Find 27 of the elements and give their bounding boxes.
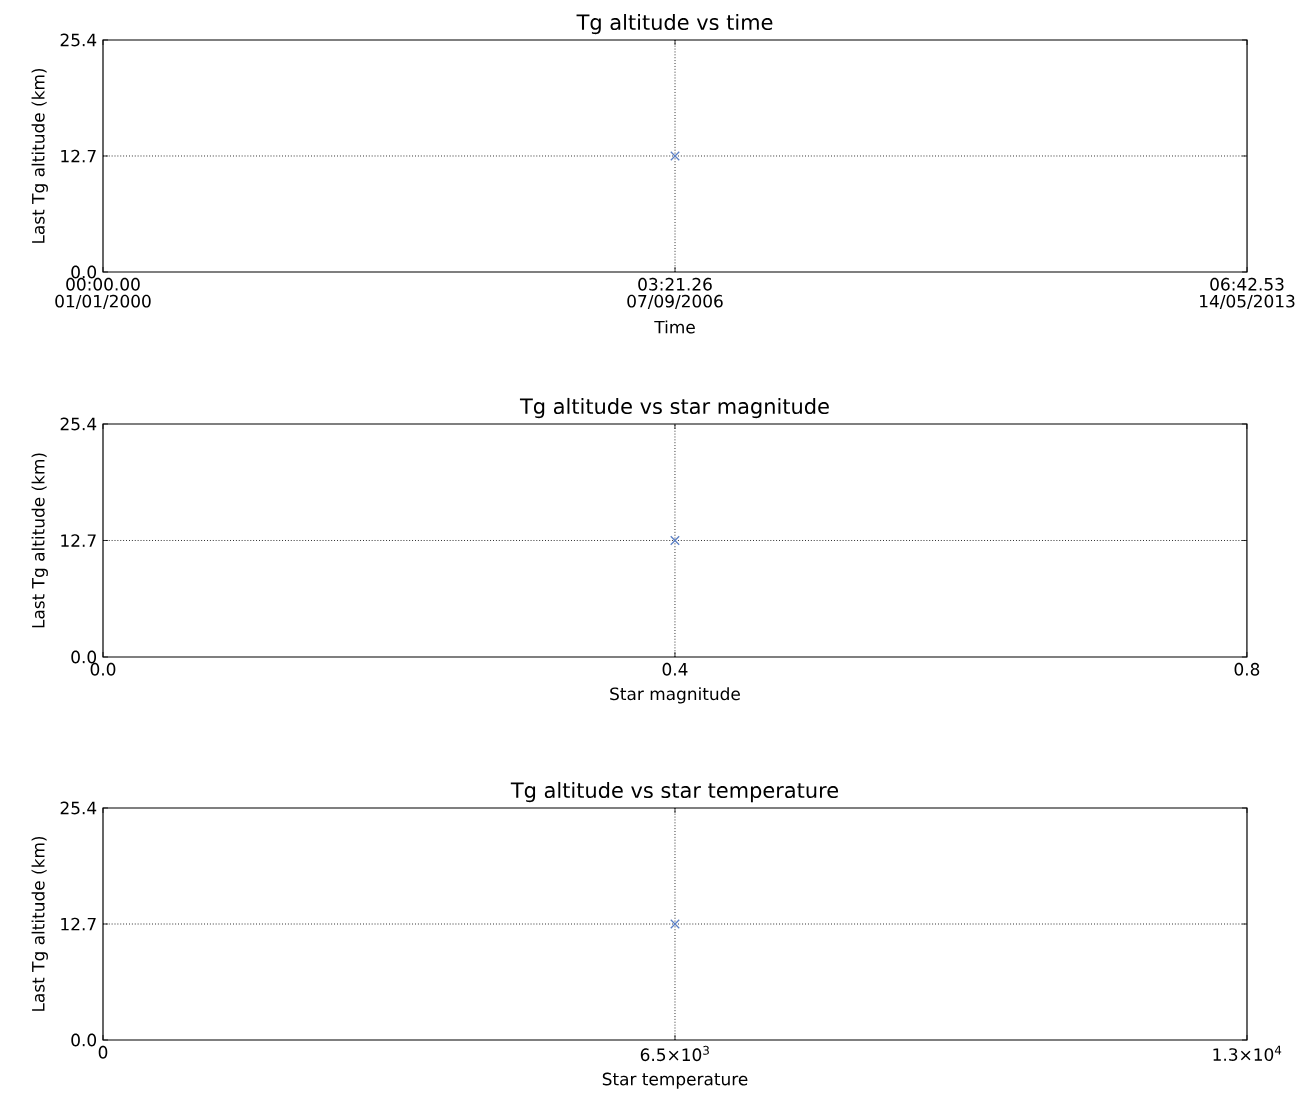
x-tick-label: 06:42.53 14/05/2013 [1200,277,1295,309]
y-tick-label: 25.4 [60,801,97,815]
x-tick-label: 00:00.00 01/01/2000 [55,277,151,309]
x-tick-label: 0 [98,1045,108,1059]
y-axis-title: Last Tg altitude (km) [31,68,48,243]
x-tick-label: 6.5×10$^{3}$ [640,1045,709,1062]
y-tick-label: 12.7 [61,917,96,931]
chart-title: Tg altitude vs star magnitude [519,397,829,419]
y-tick-label: 12.7 [61,534,96,547]
y-tick-label: 0.0 [71,650,97,664]
x-axis-title: Time [654,320,695,334]
x-tick-label: 03:21.26 07/09/2006 [627,277,723,309]
y-tick-label: 12.7 [61,149,96,163]
x-tick-label: 1.3×10$^{4}$ [1213,1045,1282,1061]
chart-title: Tg altitude vs time [576,13,773,35]
chart-title: Tg altitude vs star temperature [510,781,839,803]
y-tick-label: 0.0 [71,265,97,279]
y-axis-title: Last Tg altitude (km) [31,453,48,628]
x-tick-label: 0.4 [662,662,688,676]
y-tick-label: 0.0 [71,1033,97,1047]
y-tick-label: 25.4 [60,33,97,47]
x-axis-title: Star temperature [602,1072,748,1089]
x-tick-label: 0.0 [90,662,116,676]
y-tick-label: 25.4 [60,417,97,431]
y-axis-title: Last Tg altitude (km) [31,836,48,1011]
x-axis-title: Star magnitude [610,687,740,704]
x-tick-label: 0.8 [1234,662,1260,676]
